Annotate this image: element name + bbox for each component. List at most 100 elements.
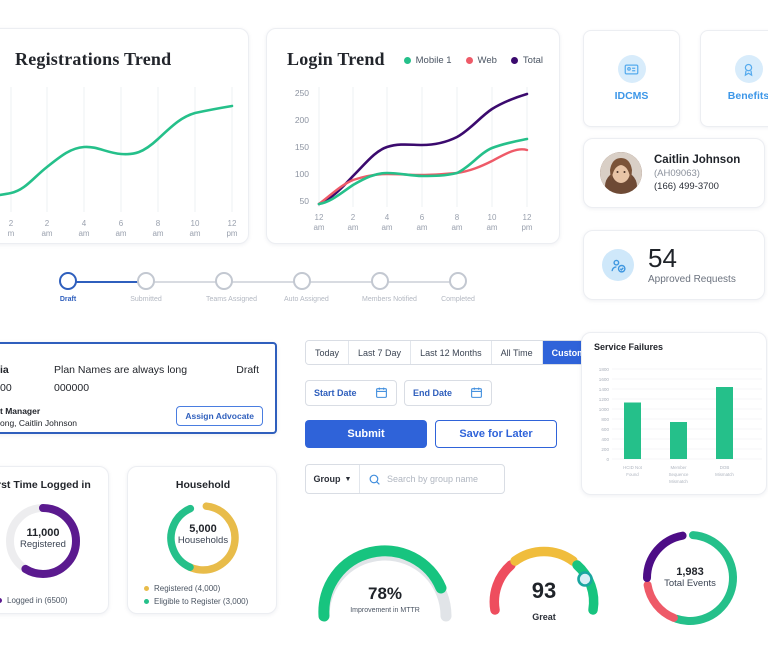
login-xtick: 8 am bbox=[451, 213, 463, 232]
benefits-badge-icon bbox=[734, 55, 763, 83]
household-legend-dot-2 bbox=[144, 599, 149, 604]
chip-last-12-months[interactable]: Last 12 Months bbox=[411, 341, 492, 364]
legend-label-mobile: Mobile 1 bbox=[415, 55, 452, 66]
legend-item-mobile: Mobile 1 bbox=[403, 55, 452, 66]
total-events-donut-card: 1,983 Total Events bbox=[634, 522, 746, 634]
svg-text:0: 0 bbox=[606, 457, 609, 462]
svg-text:50: 50 bbox=[300, 196, 310, 206]
start-date-field[interactable]: Start Date bbox=[305, 380, 397, 406]
calendar-icon[interactable] bbox=[470, 386, 483, 401]
first-time-value: 11,000 bbox=[26, 527, 60, 539]
score-gauge-arc bbox=[489, 546, 599, 615]
person-phone: (166) 499-3700 bbox=[654, 181, 719, 192]
login-xtick: 12 pm bbox=[521, 213, 533, 232]
login-xtick: 2 am bbox=[347, 213, 359, 232]
login-trend-title: Login Trend bbox=[287, 49, 385, 69]
mttr-value: 78% bbox=[367, 584, 403, 603]
first-time-donut bbox=[6, 504, 80, 578]
svg-text:1400: 1400 bbox=[599, 387, 610, 392]
id-card-icon bbox=[617, 55, 646, 83]
svg-text:Sequence: Sequence bbox=[669, 472, 689, 477]
stepper-step-teams-assigned[interactable]: Teams Assigned bbox=[206, 272, 257, 303]
step-label-members-notified: Members Notified bbox=[362, 296, 417, 303]
household-card: Household 5,000 Households Registered (4… bbox=[127, 466, 277, 614]
svg-text:DOB: DOB bbox=[720, 465, 730, 470]
svg-text:150: 150 bbox=[295, 142, 309, 152]
avatar-photo bbox=[600, 152, 642, 194]
person-card: Caitlin Johnson (AH09063) (166) 499-3700 bbox=[583, 138, 765, 208]
score-value: 93 bbox=[531, 578, 557, 603]
tile-label-benefits: Benefits bbox=[727, 90, 768, 102]
person-name: Caitlin Johnson bbox=[654, 154, 741, 166]
legend-item-total: Total bbox=[510, 55, 543, 66]
tile-benefits[interactable]: Benefits bbox=[700, 30, 768, 127]
registrations-trend-title: Registrations Trend bbox=[15, 49, 172, 69]
chip-today[interactable]: Today bbox=[306, 341, 350, 364]
plan-name: Plan Names are always long bbox=[54, 364, 188, 376]
svg-text:200: 200 bbox=[295, 115, 309, 125]
login-trend-plot: 250 200 150 100 50 bbox=[295, 87, 529, 207]
save-for-later-button[interactable]: Save for Later bbox=[435, 420, 557, 448]
submit-button[interactable]: Submit bbox=[305, 420, 427, 448]
login-trend-card: Login Trend Mobile 1 Web Total 250 200 1… bbox=[266, 28, 560, 244]
avatar bbox=[600, 152, 642, 194]
end-date-field[interactable]: End Date bbox=[404, 380, 492, 406]
household-donut bbox=[167, 502, 239, 574]
stepper-line-5 bbox=[372, 281, 450, 283]
stepper-step-submitted[interactable]: Submitted bbox=[128, 272, 164, 303]
reg-xtick: 10 am bbox=[189, 219, 201, 238]
household-legend-row-1: Registered (4,000) bbox=[144, 584, 220, 593]
household-sub: Households bbox=[177, 535, 229, 546]
first-time-logged-in-card: rst Time Logged in 11,000 Registered Log… bbox=[0, 466, 109, 614]
stepper-step-completed[interactable]: Completed bbox=[440, 272, 476, 303]
end-date-label: End Date bbox=[413, 388, 453, 398]
person-id: (AH09063) bbox=[654, 168, 700, 179]
approved-label: Approved Requests bbox=[648, 274, 736, 285]
calendar-icon[interactable] bbox=[375, 386, 388, 401]
total-events-center: 1,983 Total Events bbox=[634, 566, 746, 589]
reg-xtick: 8 am bbox=[152, 219, 164, 238]
plan-col1-line2: 00 bbox=[0, 382, 12, 394]
household-legend-dot-1 bbox=[144, 586, 149, 591]
stepper-step-members-notified[interactable]: Members Notified bbox=[362, 272, 417, 303]
plan-manager-value: ong, Caitlin Johnson bbox=[0, 418, 78, 428]
step-circle-auto-assigned bbox=[293, 272, 311, 290]
stepper-step-draft[interactable]: Draft bbox=[50, 272, 86, 303]
stepper-line-2 bbox=[138, 281, 216, 283]
assign-advocate-button[interactable]: Assign Advocate bbox=[176, 406, 263, 426]
chip-all-time[interactable]: All Time bbox=[491, 341, 543, 364]
login-trend-legend: Mobile 1 Web Total bbox=[403, 55, 543, 66]
login-xtick: 10 am bbox=[486, 213, 498, 232]
svg-text:100: 100 bbox=[295, 169, 309, 179]
legend-dot-mobile bbox=[403, 57, 411, 64]
score-label: Great bbox=[532, 612, 556, 622]
plan-number: 000000 bbox=[54, 382, 90, 394]
step-circle-members-notified bbox=[371, 272, 389, 290]
group-dropdown[interactable]: Group ▼ bbox=[306, 465, 360, 493]
step-label-draft: Draft bbox=[59, 296, 77, 303]
household-center: 5,000 Households bbox=[162, 523, 244, 546]
plan-col1-line1: ia bbox=[0, 364, 9, 376]
step-label-auto-assigned: Auto Assigned bbox=[284, 296, 329, 303]
step-circle-teams-assigned bbox=[215, 272, 233, 290]
total-events-value: 1,983 bbox=[676, 566, 704, 578]
group-search-bar: Group ▼ bbox=[305, 464, 505, 494]
service-failures-card: Service Failures 1800 1600 1400 1200 1000 8… bbox=[581, 332, 767, 495]
svg-text:800: 800 bbox=[601, 417, 609, 422]
svg-text:HCID Not: HCID Not bbox=[623, 465, 643, 470]
stepper-step-auto-assigned[interactable]: Auto Assigned bbox=[284, 272, 329, 303]
svg-text:400: 400 bbox=[601, 437, 609, 442]
approved-count: 54 bbox=[648, 243, 677, 273]
first-time-sub: Registered bbox=[20, 539, 66, 550]
score-gauge-needle-knob bbox=[577, 571, 593, 587]
plan-manager-label: t Manager bbox=[0, 406, 41, 416]
chip-last-7-day[interactable]: Last 7 Day bbox=[349, 341, 412, 364]
stepper-line-3 bbox=[216, 281, 294, 283]
step-circle-submitted bbox=[137, 272, 155, 290]
stepper-line-1 bbox=[68, 281, 138, 283]
tile-idcms[interactable]: IDCMS bbox=[583, 30, 680, 127]
total-events-donut bbox=[643, 531, 737, 626]
search-input[interactable] bbox=[381, 474, 504, 484]
